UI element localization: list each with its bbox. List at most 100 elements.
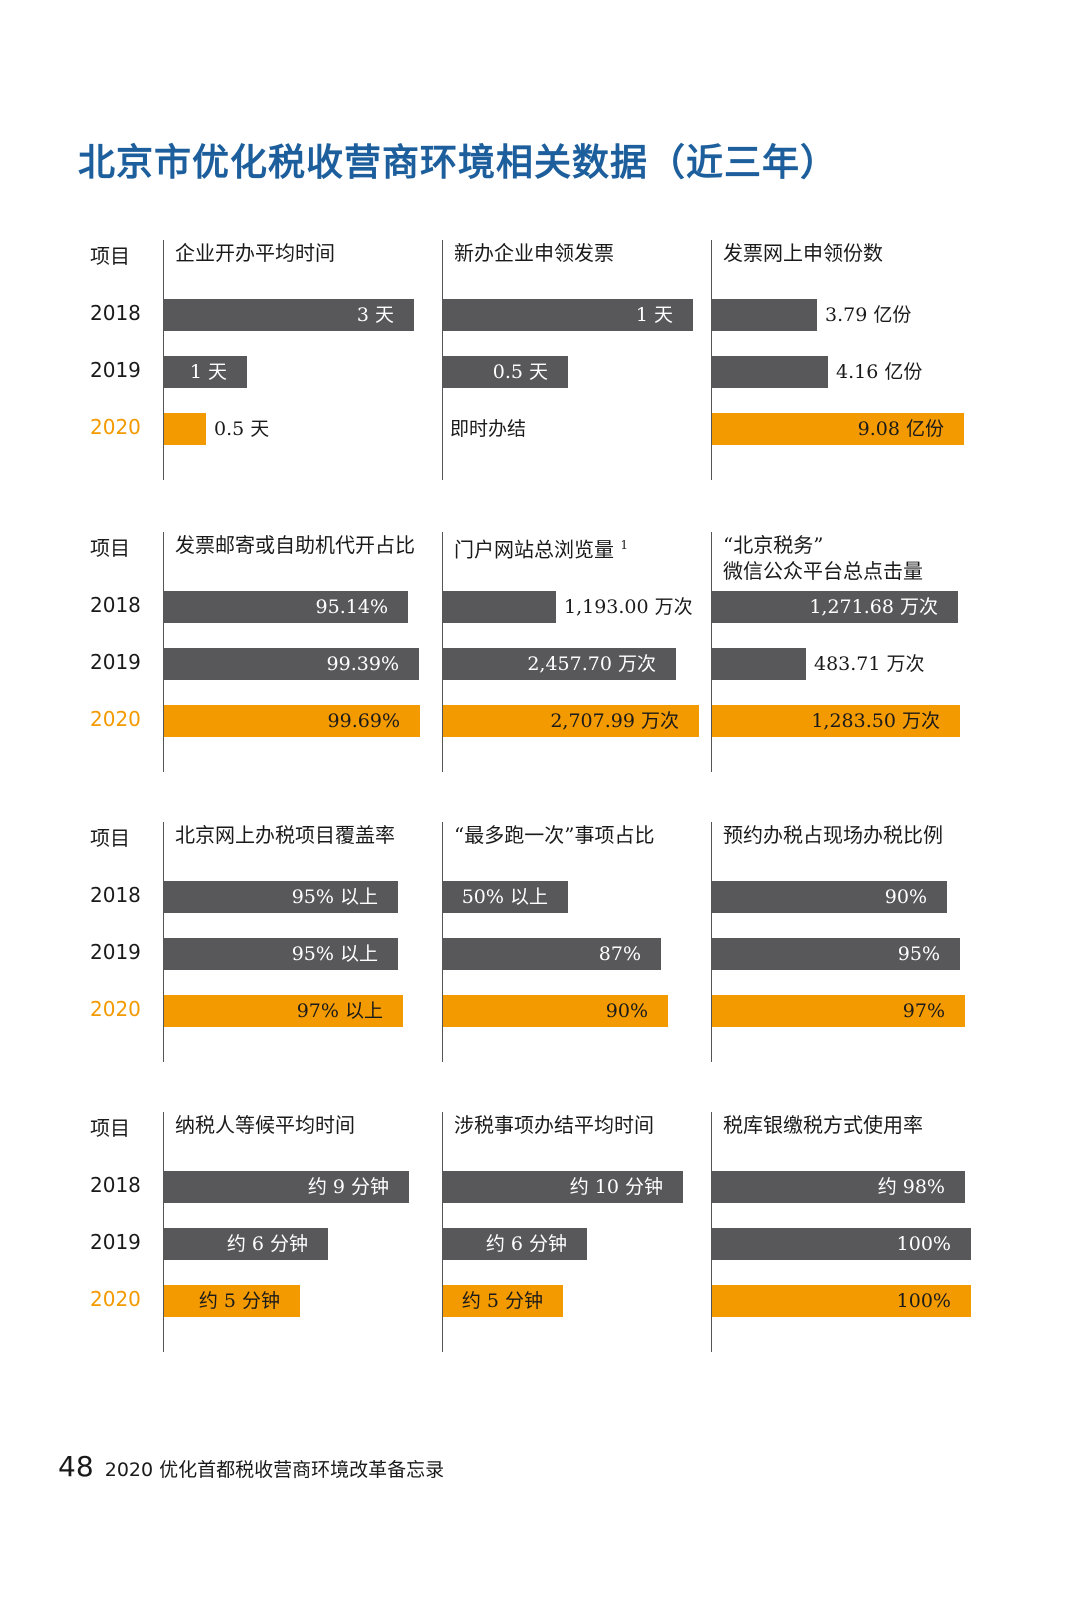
bar-value-label: 2,457.70 万次 [527, 653, 656, 675]
panel-axis-line [711, 240, 712, 480]
bar [712, 413, 964, 445]
panel-axis-line [442, 240, 443, 480]
row-header-label: 项目 [90, 536, 130, 560]
bar-value-label: 1,193.00 万次 [564, 596, 693, 618]
footer-text: 2020 优化首都税收营商环境改革备忘录 [104, 1459, 445, 1481]
bar [443, 591, 556, 623]
bar [443, 648, 676, 680]
bar [164, 705, 420, 737]
panel-axis-line [442, 532, 443, 772]
bar [443, 938, 661, 970]
bar-value-label: 95% [897, 943, 940, 965]
bar-value-label: 100% [896, 1233, 951, 1255]
bar-value-label: 约 5 分钟 [198, 1290, 280, 1312]
chart-section: 项目 2018 2019 2020 纳税人等候平均时间约 9 分钟约 6 分钟约 5 分… [0, 1112, 1080, 1402]
page-number: 48 [58, 1450, 94, 1483]
bar [443, 356, 568, 388]
year-label: 2020 [90, 1287, 141, 1311]
footnote-marker: 1 [620, 538, 628, 552]
bar [164, 299, 414, 331]
bar-value-label: 2,707.99 万次 [550, 710, 679, 732]
bar-value-label: 3.79 亿份 [825, 304, 912, 326]
bar [712, 938, 960, 970]
bar-value-label: 95% 以上 [291, 943, 378, 965]
year-label: 2018 [90, 1173, 141, 1197]
bar [164, 356, 247, 388]
panel-axis-line [442, 1112, 443, 1352]
chart-panel: 新办企业申领发票 1 天 0.5 天即时办结 [442, 240, 712, 480]
year-label: 2019 [90, 650, 141, 674]
bar-value-label: 3 天 [356, 304, 394, 326]
bar [712, 1171, 965, 1203]
bar [164, 1228, 328, 1260]
bar [712, 648, 806, 680]
chart-panel: 涉税事项办结平均时间约 10 分钟约 6 分钟约 5 分钟 [442, 1112, 712, 1352]
chart-panel: 纳税人等候平均时间约 9 分钟约 6 分钟约 5 分钟 [163, 1112, 433, 1352]
chart-panel: “北京税务” 微信公众平台总点击量 1,271.68 万次 483.71 万次 1,2… [711, 532, 981, 772]
chart-panel: 税库银缴税方式使用率约 98% 100% 100% [711, 1112, 981, 1352]
panel-title: 发票网上申领份数 [723, 241, 883, 265]
chart-section: 项目 2018 2019 2020 北京网上办税项目覆盖率 95% 以上 95% 以上 97%… [0, 822, 1080, 1112]
year-label: 2018 [90, 301, 141, 325]
year-label: 2018 [90, 883, 141, 907]
bar [712, 1228, 971, 1260]
panel-title: 新办企业申领发票 [454, 241, 614, 265]
chart-panel: “最多跑一次”事项占比 50% 以上 87% 90% [442, 822, 712, 1062]
bar [164, 591, 408, 623]
panel-axis-line [442, 822, 443, 1062]
panel-title: “北京税务” 微信公众平台总点击量 [723, 533, 923, 583]
bar [443, 1285, 563, 1317]
panel-title: 企业开办平均时间 [175, 241, 335, 265]
panel-title: 北京网上办税项目覆盖率 [175, 823, 395, 847]
chart-panel: 预约办税占现场办税比例 90% 95% 97% [711, 822, 981, 1062]
bar [164, 938, 398, 970]
chart-panel: 门户网站总浏览量 1 1,193.00 万次 2,457.70 万次 2,707.99… [442, 532, 712, 772]
year-label: 2019 [90, 358, 141, 382]
bar-value-label: 87% [598, 943, 641, 965]
bar [164, 995, 403, 1027]
bar-value-label: 1 天 [635, 304, 673, 326]
bar-value-label: 约 98% [877, 1176, 945, 1198]
bar [443, 995, 668, 1027]
bar-value-label: 1,283.50 万次 [811, 710, 940, 732]
panel-axis-line [163, 240, 164, 480]
chart-panel: 北京网上办税项目覆盖率 95% 以上 95% 以上 97% 以上 [163, 822, 433, 1062]
bar [443, 1171, 683, 1203]
year-label: 2019 [90, 940, 141, 964]
bar-value-label: 约 9 分钟 [307, 1176, 389, 1198]
bar [712, 1285, 971, 1317]
chart-section: 项目 2018 2019 2020 发票邮寄或自助机代开占比 95.14% 99.39% 99… [0, 532, 1080, 822]
bar [443, 1228, 587, 1260]
panel-axis-line [163, 1112, 164, 1352]
bar-value-label: 97% [902, 1000, 945, 1022]
bar-value-label: 95% 以上 [291, 886, 378, 908]
bar-value-label: 100% [896, 1290, 951, 1312]
year-label: 2020 [90, 415, 141, 439]
bar [443, 881, 568, 913]
bar [164, 881, 398, 913]
bar [443, 705, 699, 737]
bar-value-label: 4.16 亿份 [836, 361, 923, 383]
bar [712, 881, 947, 913]
bar-value-label: 95.14% [315, 596, 388, 618]
year-label: 2020 [90, 707, 141, 731]
row-header-label: 项目 [90, 826, 130, 850]
bar [712, 995, 965, 1027]
bar [712, 705, 960, 737]
year-label: 2019 [90, 1230, 141, 1254]
bar-value-label: 1,271.68 万次 [809, 596, 938, 618]
bar [164, 1285, 300, 1317]
bar [164, 648, 419, 680]
year-label: 2020 [90, 997, 141, 1021]
panel-axis-line [711, 822, 712, 1062]
bar-value-label: 99.69% [327, 710, 400, 732]
bar-value-label: 9.08 亿份 [857, 418, 944, 440]
row-header-label: 项目 [90, 1116, 130, 1140]
page-footer: 48 2020 优化首都税收营商环境改革备忘录 [58, 1450, 444, 1483]
bar [164, 1171, 409, 1203]
bar-value-label: 97% 以上 [296, 1000, 383, 1022]
bar [712, 356, 828, 388]
bar-value-label: 0.5 天 [492, 361, 548, 383]
panel-axis-line [163, 532, 164, 772]
